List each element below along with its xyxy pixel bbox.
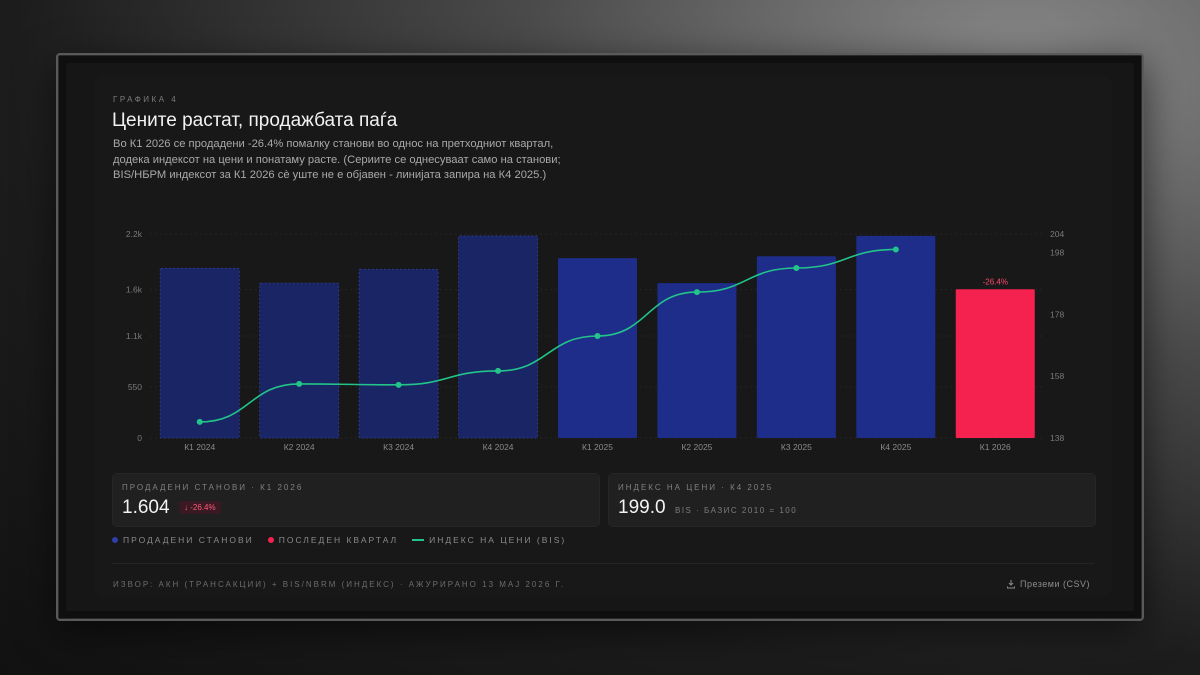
price-index-line <box>199 248 896 423</box>
bar <box>856 235 936 438</box>
stat-price-index: ИНДЕКС НА ЦЕНИ · К4 2025 199.0 BIS · БАЗ… <box>608 473 1096 527</box>
x-tick-label: К4 2025 <box>880 442 911 452</box>
stat-sold-label: ПРОДАДЕНИ СТАНОВИ · К1 2026 <box>122 483 304 492</box>
price-index-point <box>395 381 402 388</box>
legend-dot-icon <box>112 537 118 543</box>
legend-item-last-quarter: ПОСЛЕДЕН КВАРТАЛ <box>267 535 399 545</box>
legend-dot-icon <box>267 537 274 543</box>
price-index-point <box>693 289 700 296</box>
source-note: ИЗВОР: АКН (ТРАНСАКЦИИ) + BIS/NBRM (ИНДЕ… <box>113 580 566 589</box>
stat-index-label: ИНДЕКС НА ЦЕНИ · К4 2025 <box>618 483 774 492</box>
chart-description: Во К1 2026 се продадени -26.4% помалку с… <box>113 138 561 181</box>
footer-divider <box>112 563 1094 564</box>
y-right-tick-label: 138 <box>1050 433 1064 443</box>
bar <box>458 235 538 439</box>
bar <box>657 283 737 438</box>
x-tick-label: К1 2026 <box>980 442 1011 452</box>
price-index-point <box>594 333 601 339</box>
bar <box>558 258 637 438</box>
y-right-tick-label: 178 <box>1050 309 1064 319</box>
x-tick-label: К4 2024 <box>483 442 514 452</box>
download-label: Преземи (CSV) <box>1019 579 1090 589</box>
x-tick-label: К1 2025 <box>582 442 613 452</box>
chart-title: Цените растат, продажбата паѓа <box>112 110 398 131</box>
price-index-point <box>495 367 502 374</box>
download-icon <box>1006 580 1015 589</box>
change-badge: ↓ -26.4% <box>179 501 221 514</box>
bar <box>358 268 439 439</box>
y-left-tick-label: 1.6k <box>126 285 143 295</box>
download-csv-button[interactable]: Преземи (CSV) <box>1006 579 1090 589</box>
y-left-tick-label: 550 <box>128 382 142 392</box>
x-tick-label: К2 2025 <box>681 442 712 452</box>
y-right-tick-label: 158 <box>1050 371 1064 381</box>
bar <box>159 267 240 439</box>
legend-label: ПОСЛЕДЕН КВАРТАЛ <box>278 535 399 545</box>
y-right-tick-label: 198 <box>1050 248 1064 258</box>
bar <box>756 256 836 438</box>
bar-highlight <box>955 289 1035 438</box>
x-tick-label: К1 2024 <box>184 442 215 452</box>
bar-data-label: -26.4% <box>983 277 1008 286</box>
x-tick-label: К3 2024 <box>383 442 414 452</box>
chart-eyebrow: ГРАФИКА 4 <box>113 95 179 104</box>
y-left-tick-label: 1.1k <box>126 331 143 341</box>
chart-legend: ПРОДАДЕНИ СТАНОВИ ПОСЛЕДЕН КВАРТАЛ ИНДЕК… <box>112 533 580 547</box>
stat-sold-units: ПРОДАДЕНИ СТАНОВИ · К1 2026 1.604 ↓ -26.… <box>112 473 600 527</box>
stat-sold-value: 1.604 <box>122 497 170 518</box>
stat-index-unit: BIS · БАЗИС 2010 = 100 <box>675 506 798 515</box>
price-index-point <box>793 265 800 271</box>
legend-item-price-index: ИНДЕКС НА ЦЕНИ (BIS) <box>412 535 566 545</box>
price-index-point <box>892 246 899 253</box>
y-right-tick-label: 204 <box>1050 229 1064 239</box>
stat-index-value: 199.0 <box>618 497 666 518</box>
y-left-tick-label: 2.2k <box>126 229 143 239</box>
legend-label: ИНДЕКС НА ЦЕНИ (BIS) <box>429 535 567 545</box>
legend-line-icon <box>412 539 425 541</box>
legend-item-sold: ПРОДАДЕНИ СТАНОВИ <box>112 535 254 545</box>
price-index-point <box>296 380 303 387</box>
legend-label: ПРОДАДЕНИ СТАНОВИ <box>123 535 254 545</box>
x-tick-label: К3 2025 <box>781 442 812 452</box>
y-left-tick-label: 0 <box>137 433 142 443</box>
bar <box>259 282 340 439</box>
price-index-point <box>196 418 203 425</box>
x-tick-label: К2 2024 <box>284 442 315 452</box>
